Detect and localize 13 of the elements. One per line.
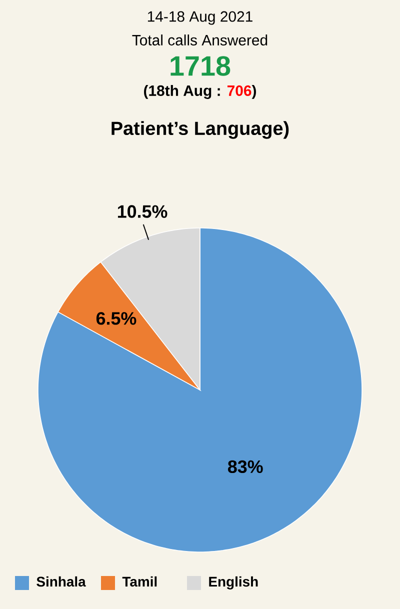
legend-label: English — [209, 576, 258, 590]
chart-title: Patient’s Language) — [112, 121, 289, 139]
data-label: 10.5% — [118, 205, 168, 218]
data-label: 6.5% — [96, 312, 136, 325]
text: ) — [252, 84, 256, 99]
text: Total calls Answered — [132, 34, 268, 46]
text: 1718 — [170, 56, 230, 76]
data-label: 83% — [228, 460, 263, 474]
legend-label: Sinhala — [36, 576, 86, 587]
text: 14-18 Aug 2021 — [148, 11, 252, 25]
legend-label: Tamil — [122, 576, 157, 587]
text: (18th Aug : — [144, 84, 220, 99]
text: 706 — [227, 85, 252, 96]
